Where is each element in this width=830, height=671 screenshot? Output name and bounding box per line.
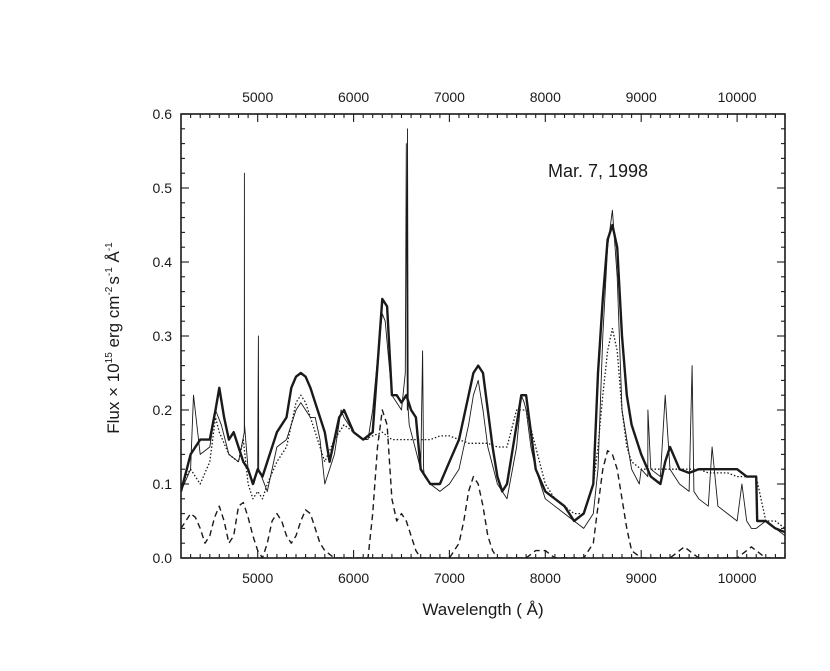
y-label-part-4: Å: [104, 250, 123, 267]
x-axis-label: Wavelength ( Å): [422, 600, 543, 619]
x-tick-label-top: 5000: [242, 89, 273, 105]
tick-label-layer: 5000 5000 6000 6000 7000 7000 8000 8000 9000 9000…: [153, 89, 757, 586]
y-label-part-2: erg cm: [104, 296, 123, 353]
x-tick-label-top: 6000: [338, 89, 369, 105]
y-tick-label: 0.5: [153, 180, 173, 196]
y-tick-label: 0.1: [153, 476, 173, 492]
x-tick-label-bottom: 8000: [530, 570, 561, 586]
series-line-thin: [181, 128, 785, 537]
x-tick-label-top: 7000: [434, 89, 465, 105]
y-label-part-3: s: [104, 276, 123, 285]
y-label-exp-1: 15: [104, 352, 115, 364]
y-tick-label: 0.0: [153, 550, 173, 566]
y-axis-label: Flux × 1015 erg cm-2s-1 Å-1: [104, 242, 123, 434]
plot-area: [180, 113, 786, 559]
y-label-exp-2: -2: [104, 286, 115, 295]
series-line-dotted: [181, 327, 785, 529]
series-line-dashed: [181, 409, 785, 558]
x-tick-label-top: 9000: [626, 89, 657, 105]
x-tick-label-bottom: 9000: [626, 570, 657, 586]
y-tick-label: 0.2: [153, 402, 173, 418]
y-tick-label: 0.4: [153, 254, 173, 270]
y-label-exp-4: -1: [104, 242, 115, 251]
date-annotation: Mar. 7, 1998: [548, 161, 648, 181]
x-tick-label-bottom: 5000: [242, 570, 273, 586]
x-tick-label-top: 8000: [530, 89, 561, 105]
y-label-part-1: Flux × 10: [104, 363, 123, 433]
series-line-thick: [181, 223, 785, 534]
y-tick-label: 0.3: [153, 328, 173, 344]
x-tick-label-bottom: 7000: [434, 570, 465, 586]
series-layer: [181, 128, 785, 558]
x-tick-label-bottom: 6000: [338, 570, 369, 586]
y-tick-label: 0.6: [153, 106, 173, 122]
x-tick-label-bottom: 10000: [718, 570, 757, 586]
tick-layer: [181, 113, 786, 559]
x-tick-label-top: 10000: [718, 89, 757, 105]
y-label-exp-3: -1: [104, 267, 115, 276]
